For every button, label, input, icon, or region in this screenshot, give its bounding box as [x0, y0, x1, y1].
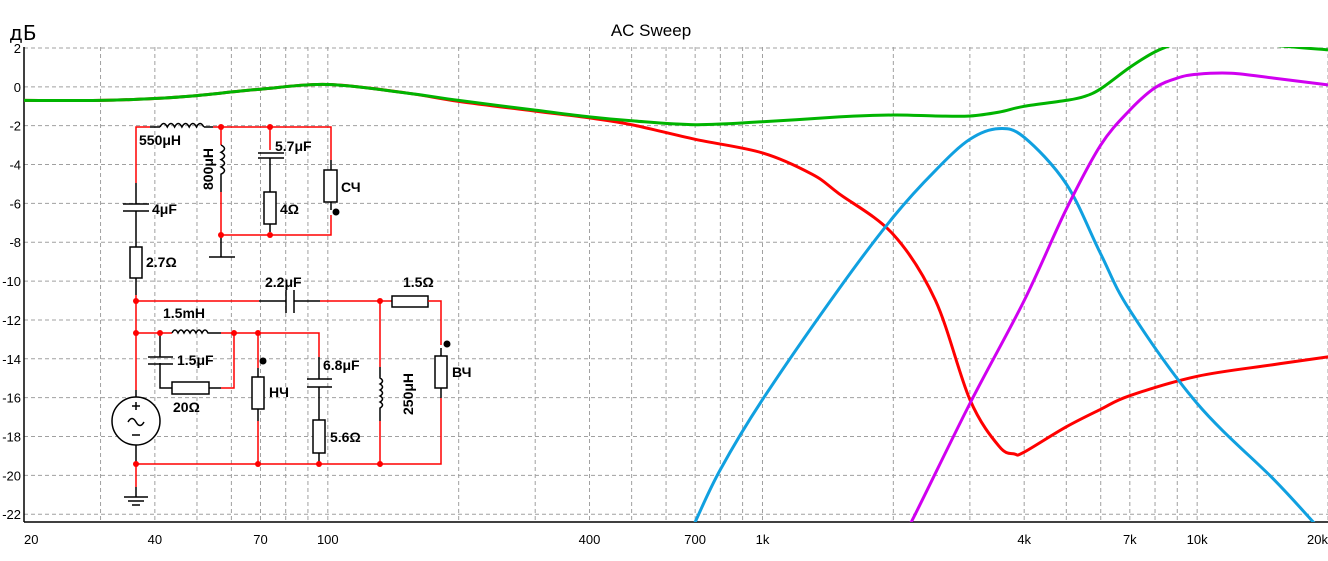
circuit-diagram: 550μH 800μH 5.7μF 4Ω СЧ 4μF 2.7Ω 2.2μF 1…: [111, 122, 471, 506]
speaker-low-icon: [251, 376, 265, 410]
x-tick-labels: 20 40 70 100 400 700 1k 4k 7k 10k 20k: [24, 532, 1328, 547]
resistor-1-5ohm-icon: [391, 295, 429, 308]
resistor-20ohm-icon: [171, 381, 210, 395]
y-axis-unit-label: дБ: [9, 21, 37, 45]
ground-icon: [124, 487, 148, 506]
x-tick-label: 1k: [756, 532, 770, 547]
chart-title: AC Sweep: [611, 21, 691, 40]
x-tick-label: 10k: [1187, 532, 1208, 547]
label-250uh: 250μH: [400, 373, 416, 415]
x-tick-label: 7k: [1123, 532, 1137, 547]
x-tick-label: 400: [579, 532, 601, 547]
resistor-2-7ohm-icon: [129, 246, 143, 279]
capacitor-4uf-icon: [123, 203, 149, 212]
label-speaker-low: НЧ: [269, 384, 289, 400]
series-group: [24, 47, 1328, 522]
speaker-high-icon: [434, 355, 448, 389]
label-5-7uf: 5.7μF: [275, 138, 312, 154]
ground-icon: [209, 235, 235, 258]
capacitor-1-5uf-icon: [148, 356, 173, 365]
series-line-3: [909, 71, 1328, 522]
label-4ohm: 4Ω: [280, 201, 299, 217]
inductor-1-5mh-icon: [171, 329, 221, 335]
y-tick-label: -2: [9, 119, 21, 134]
label-6-8uf: 6.8μF: [323, 357, 360, 373]
y-tick-label: -10: [2, 274, 21, 289]
series-line-1: [24, 47, 1328, 127]
inductor-250uh-icon: [378, 367, 384, 421]
series-line-2: [693, 127, 1316, 522]
label-2-7ohm: 2.7Ω: [146, 254, 177, 270]
x-tick-label: 40: [148, 532, 162, 547]
y-tick-label: -12: [2, 313, 21, 328]
resistor-5-6ohm-icon: [312, 419, 326, 454]
x-tick-label: 4k: [1017, 532, 1031, 547]
y-tick-label: -22: [2, 507, 21, 522]
polarity-dot-icon: [443, 340, 451, 348]
y-tick-label: -20: [2, 468, 21, 483]
label-1-5mh: 1.5mH: [163, 305, 205, 321]
y-tick-label: -16: [2, 391, 21, 406]
capacitor-6-8uf-icon: [307, 378, 332, 388]
y-tick-label: -14: [2, 352, 21, 367]
speaker-mid-icon: [323, 169, 338, 203]
y-tick-label: -18: [2, 430, 21, 445]
grid: [23, 47, 1328, 522]
y-tick-label: 2: [14, 41, 21, 56]
x-tick-label: 100: [317, 532, 339, 547]
capacitor-5-7uf-icon: [258, 152, 284, 159]
label-4uf: 4μF: [152, 201, 177, 217]
inductor-800uh-icon: [219, 144, 226, 192]
x-tick-label: 700: [684, 532, 706, 547]
x-tick-label: 20k: [1307, 532, 1328, 547]
resistor-4ohm-icon: [263, 191, 277, 225]
y-tick-label: -8: [9, 235, 21, 250]
label-550uh: 550μH: [139, 132, 181, 148]
y-tick-label: -6: [9, 196, 21, 211]
polarity-dot-icon: [259, 357, 267, 365]
y-tick-labels: 2 0 -2 -4 -6 -8 -10 -12 -14 -16 -18 -20 -22: [2, 41, 21, 522]
polarity-dot-icon: [332, 208, 340, 216]
label-20ohm: 20Ω: [173, 399, 200, 415]
label-5-6ohm: 5.6Ω: [330, 429, 361, 445]
label-2-2uf: 2.2μF: [265, 274, 302, 290]
inductor-550uh-icon: [159, 122, 205, 129]
label-speaker-mid: СЧ: [341, 179, 361, 195]
x-tick-label: 20: [24, 532, 38, 547]
label-speaker-high: ВЧ: [452, 364, 471, 380]
series-line-0: [24, 82, 1328, 457]
y-tick-label: 0: [14, 80, 21, 95]
x-tick-label: 70: [253, 532, 267, 547]
label-800uh: 800μH: [200, 148, 216, 190]
capacitor-2-2uf-icon: [285, 290, 295, 313]
y-tick-label: -4: [9, 158, 21, 173]
label-1-5uf: 1.5μF: [177, 352, 214, 368]
label-1-5ohm: 1.5Ω: [403, 274, 434, 290]
axes: [23, 47, 1328, 523]
